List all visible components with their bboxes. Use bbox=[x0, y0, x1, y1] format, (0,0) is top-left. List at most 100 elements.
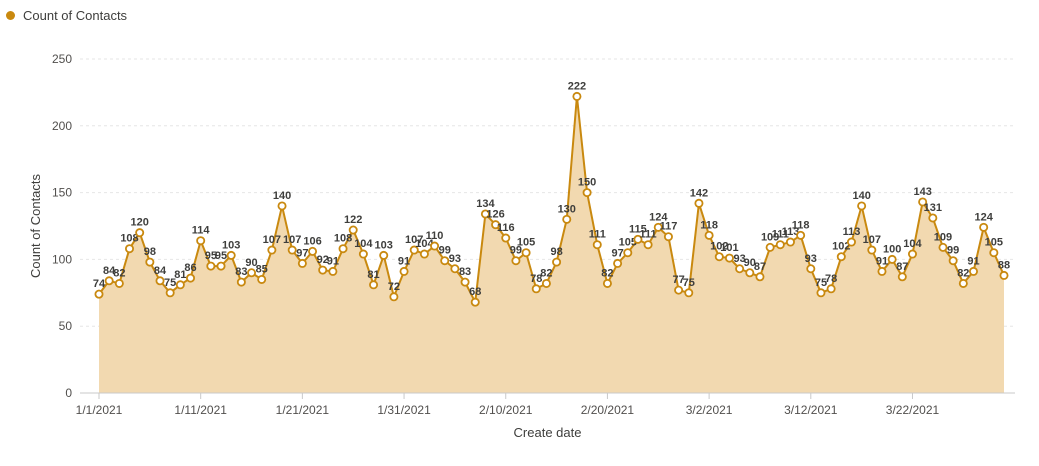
x-tick-label: 1/1/2021 bbox=[76, 403, 123, 417]
data-point bbox=[989, 248, 999, 258]
y-axis-title: Count of Contacts bbox=[28, 173, 43, 278]
data-label: 118 bbox=[792, 219, 810, 231]
data-point bbox=[114, 278, 124, 288]
data-label: 91 bbox=[327, 255, 339, 267]
data-label: 91 bbox=[876, 255, 888, 267]
data-point bbox=[338, 244, 348, 254]
data-point bbox=[897, 272, 907, 282]
y-tick-label: 0 bbox=[65, 386, 72, 400]
data-label: 104 bbox=[903, 238, 922, 250]
series-area bbox=[99, 96, 1004, 393]
data-label: 101 bbox=[720, 242, 738, 254]
x-tick-label: 1/21/2021 bbox=[276, 403, 330, 417]
data-label: 81 bbox=[367, 269, 379, 281]
data-point bbox=[216, 261, 226, 271]
data-label: 81 bbox=[174, 269, 186, 281]
data-point bbox=[287, 245, 297, 255]
data-point bbox=[785, 237, 795, 247]
data-label: 116 bbox=[497, 222, 515, 234]
y-tick-label: 100 bbox=[52, 252, 72, 266]
data-label: 83 bbox=[235, 266, 247, 278]
y-tick-label: 250 bbox=[52, 52, 72, 66]
data-label: 82 bbox=[601, 267, 613, 279]
data-label: 99 bbox=[439, 245, 451, 257]
data-label: 130 bbox=[558, 203, 576, 215]
data-label: 68 bbox=[469, 286, 481, 298]
data-point bbox=[724, 253, 734, 263]
data-point bbox=[857, 201, 867, 211]
data-label: 108 bbox=[120, 233, 138, 245]
data-point bbox=[826, 284, 836, 294]
data-point bbox=[135, 228, 145, 238]
data-point bbox=[521, 248, 531, 258]
data-point bbox=[104, 276, 114, 286]
data-label: 111 bbox=[640, 229, 657, 241]
data-label: 143 bbox=[913, 186, 931, 198]
data-point bbox=[836, 252, 846, 262]
data-label: 82 bbox=[957, 267, 969, 279]
data-label: 90 bbox=[245, 257, 257, 269]
x-tick-label: 3/22/2021 bbox=[886, 403, 940, 417]
data-point bbox=[887, 254, 897, 264]
data-point bbox=[257, 274, 267, 284]
data-point bbox=[704, 230, 714, 240]
data-point bbox=[907, 249, 917, 259]
data-point bbox=[165, 288, 175, 298]
data-point bbox=[94, 289, 104, 299]
data-label: 107 bbox=[405, 234, 423, 246]
data-point bbox=[226, 250, 236, 260]
data-label: 103 bbox=[375, 239, 393, 251]
data-label: 82 bbox=[113, 267, 125, 279]
data-label: 111 bbox=[589, 229, 606, 241]
data-point bbox=[979, 222, 989, 232]
data-label: 77 bbox=[672, 274, 684, 286]
data-label: 78 bbox=[825, 273, 837, 285]
data-label: 78 bbox=[530, 273, 542, 285]
data-label: 92 bbox=[317, 254, 329, 266]
data-point bbox=[552, 257, 562, 267]
data-point bbox=[328, 266, 338, 276]
data-label: 126 bbox=[486, 209, 504, 221]
data-point bbox=[409, 245, 419, 255]
data-point bbox=[501, 233, 511, 243]
data-label: 105 bbox=[985, 237, 1003, 249]
legend[interactable]: Count of Contacts bbox=[6, 8, 127, 23]
x-tick-label: 2/20/2021 bbox=[581, 403, 635, 417]
data-point bbox=[592, 240, 602, 250]
data-label: 95 bbox=[205, 250, 217, 262]
data-label: 74 bbox=[93, 278, 106, 290]
data-label: 113 bbox=[782, 226, 800, 238]
data-point bbox=[511, 256, 521, 266]
legend-swatch bbox=[6, 11, 15, 20]
data-label: 142 bbox=[690, 187, 708, 199]
data-point bbox=[419, 249, 429, 259]
data-point bbox=[806, 264, 816, 274]
data-label: 109 bbox=[761, 231, 779, 243]
x-axis-title: Create date bbox=[514, 425, 582, 440]
data-label: 122 bbox=[344, 214, 362, 226]
x-tick-label: 2/10/2021 bbox=[479, 403, 533, 417]
data-label: 150 bbox=[578, 177, 596, 189]
data-point bbox=[460, 277, 470, 287]
data-label: 105 bbox=[517, 237, 535, 249]
data-label: 75 bbox=[164, 277, 176, 289]
y-tick-label: 50 bbox=[59, 319, 73, 333]
data-point bbox=[938, 242, 948, 252]
data-label: 86 bbox=[184, 262, 196, 274]
data-label: 72 bbox=[388, 281, 400, 293]
data-label: 97 bbox=[296, 247, 308, 259]
data-label: 88 bbox=[998, 259, 1010, 271]
data-point bbox=[531, 284, 541, 294]
data-label: 98 bbox=[550, 246, 562, 258]
data-point bbox=[694, 198, 704, 208]
data-point bbox=[755, 272, 765, 282]
data-label: 75 bbox=[683, 277, 695, 289]
data-label: 103 bbox=[222, 239, 240, 251]
data-point bbox=[277, 201, 287, 211]
data-label: 222 bbox=[568, 80, 586, 92]
data-point bbox=[175, 280, 185, 290]
data-label: 107 bbox=[863, 234, 881, 246]
data-point bbox=[653, 222, 663, 232]
y-tick-label: 150 bbox=[52, 186, 72, 200]
data-label: 104 bbox=[415, 238, 434, 250]
